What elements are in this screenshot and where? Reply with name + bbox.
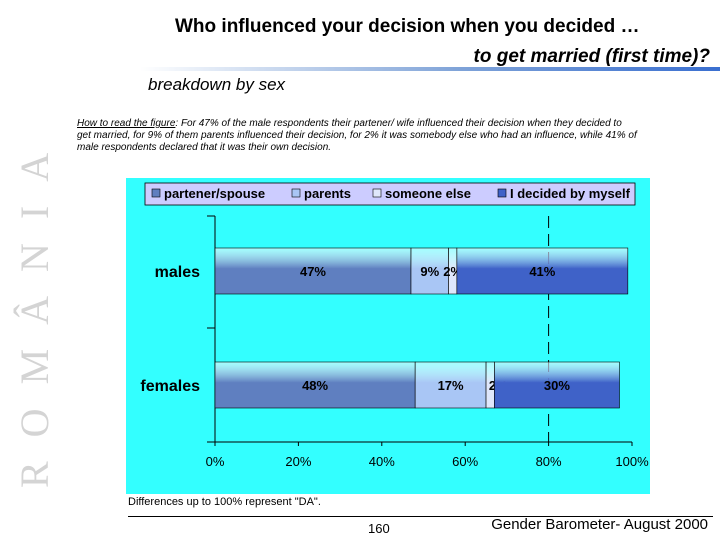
legend-swatch-3 [497,188,507,198]
subtitle: breakdown by sex [148,75,286,94]
side-country-label: ROMÂNIA [12,129,57,488]
category-label-females: females [140,378,200,395]
bar-females-1 [414,361,487,409]
legend-swatch-1 [291,188,301,198]
chart-background [126,178,650,494]
legend-box [144,182,636,206]
legend-label-2: someone else [385,186,471,201]
data-label-females-1: 17% [438,378,464,393]
legend-label-0: partener/spouse [164,186,265,201]
title-line-2: to get married (first time)? [473,46,710,67]
how-to-read-text: : For 47% of the male respondents their … [77,118,637,153]
x-tick-label-3: 60% [452,454,478,469]
bar-males-3 [456,247,629,295]
how-to-read-label: How to read the figure [77,118,176,129]
source-label: Gender Barometer- August 2000 [491,516,708,533]
data-label-males-0: 47% [300,264,326,279]
data-label-males-1: 9% [420,264,439,279]
how-to-read-note: How to read the figure: For 47% of the m… [77,118,637,154]
footnote: Differences up to 100% represent "DA". [128,496,321,508]
data-label-females-3: 30% [544,378,570,393]
legend-label-3: I decided by myself [510,186,631,201]
x-tick-label-0: 0% [206,454,225,469]
bar-females-0 [214,361,416,409]
legend-label-1: parents [304,186,351,201]
data-label-females-0: 48% [302,378,328,393]
category-label-males: males [155,264,200,281]
bar-females-3 [494,361,620,409]
legend-swatch-2 [372,188,382,198]
x-tick-label-1: 20% [285,454,311,469]
x-tick-label-4: 80% [536,454,562,469]
page-number: 160 [368,521,390,536]
x-tick-label-2: 40% [369,454,395,469]
legend-swatch-0 [151,188,161,198]
bar-males-1 [410,247,449,295]
side-country-text: ROMÂNIA [12,129,57,488]
data-label-males-3: 41% [529,264,555,279]
bar-males-0 [214,247,412,295]
x-tick-label-5: 100% [615,454,649,469]
footer-divider [128,516,713,517]
title-underline [140,67,720,71]
title-line-1: Who influenced your decision when you de… [175,16,640,37]
